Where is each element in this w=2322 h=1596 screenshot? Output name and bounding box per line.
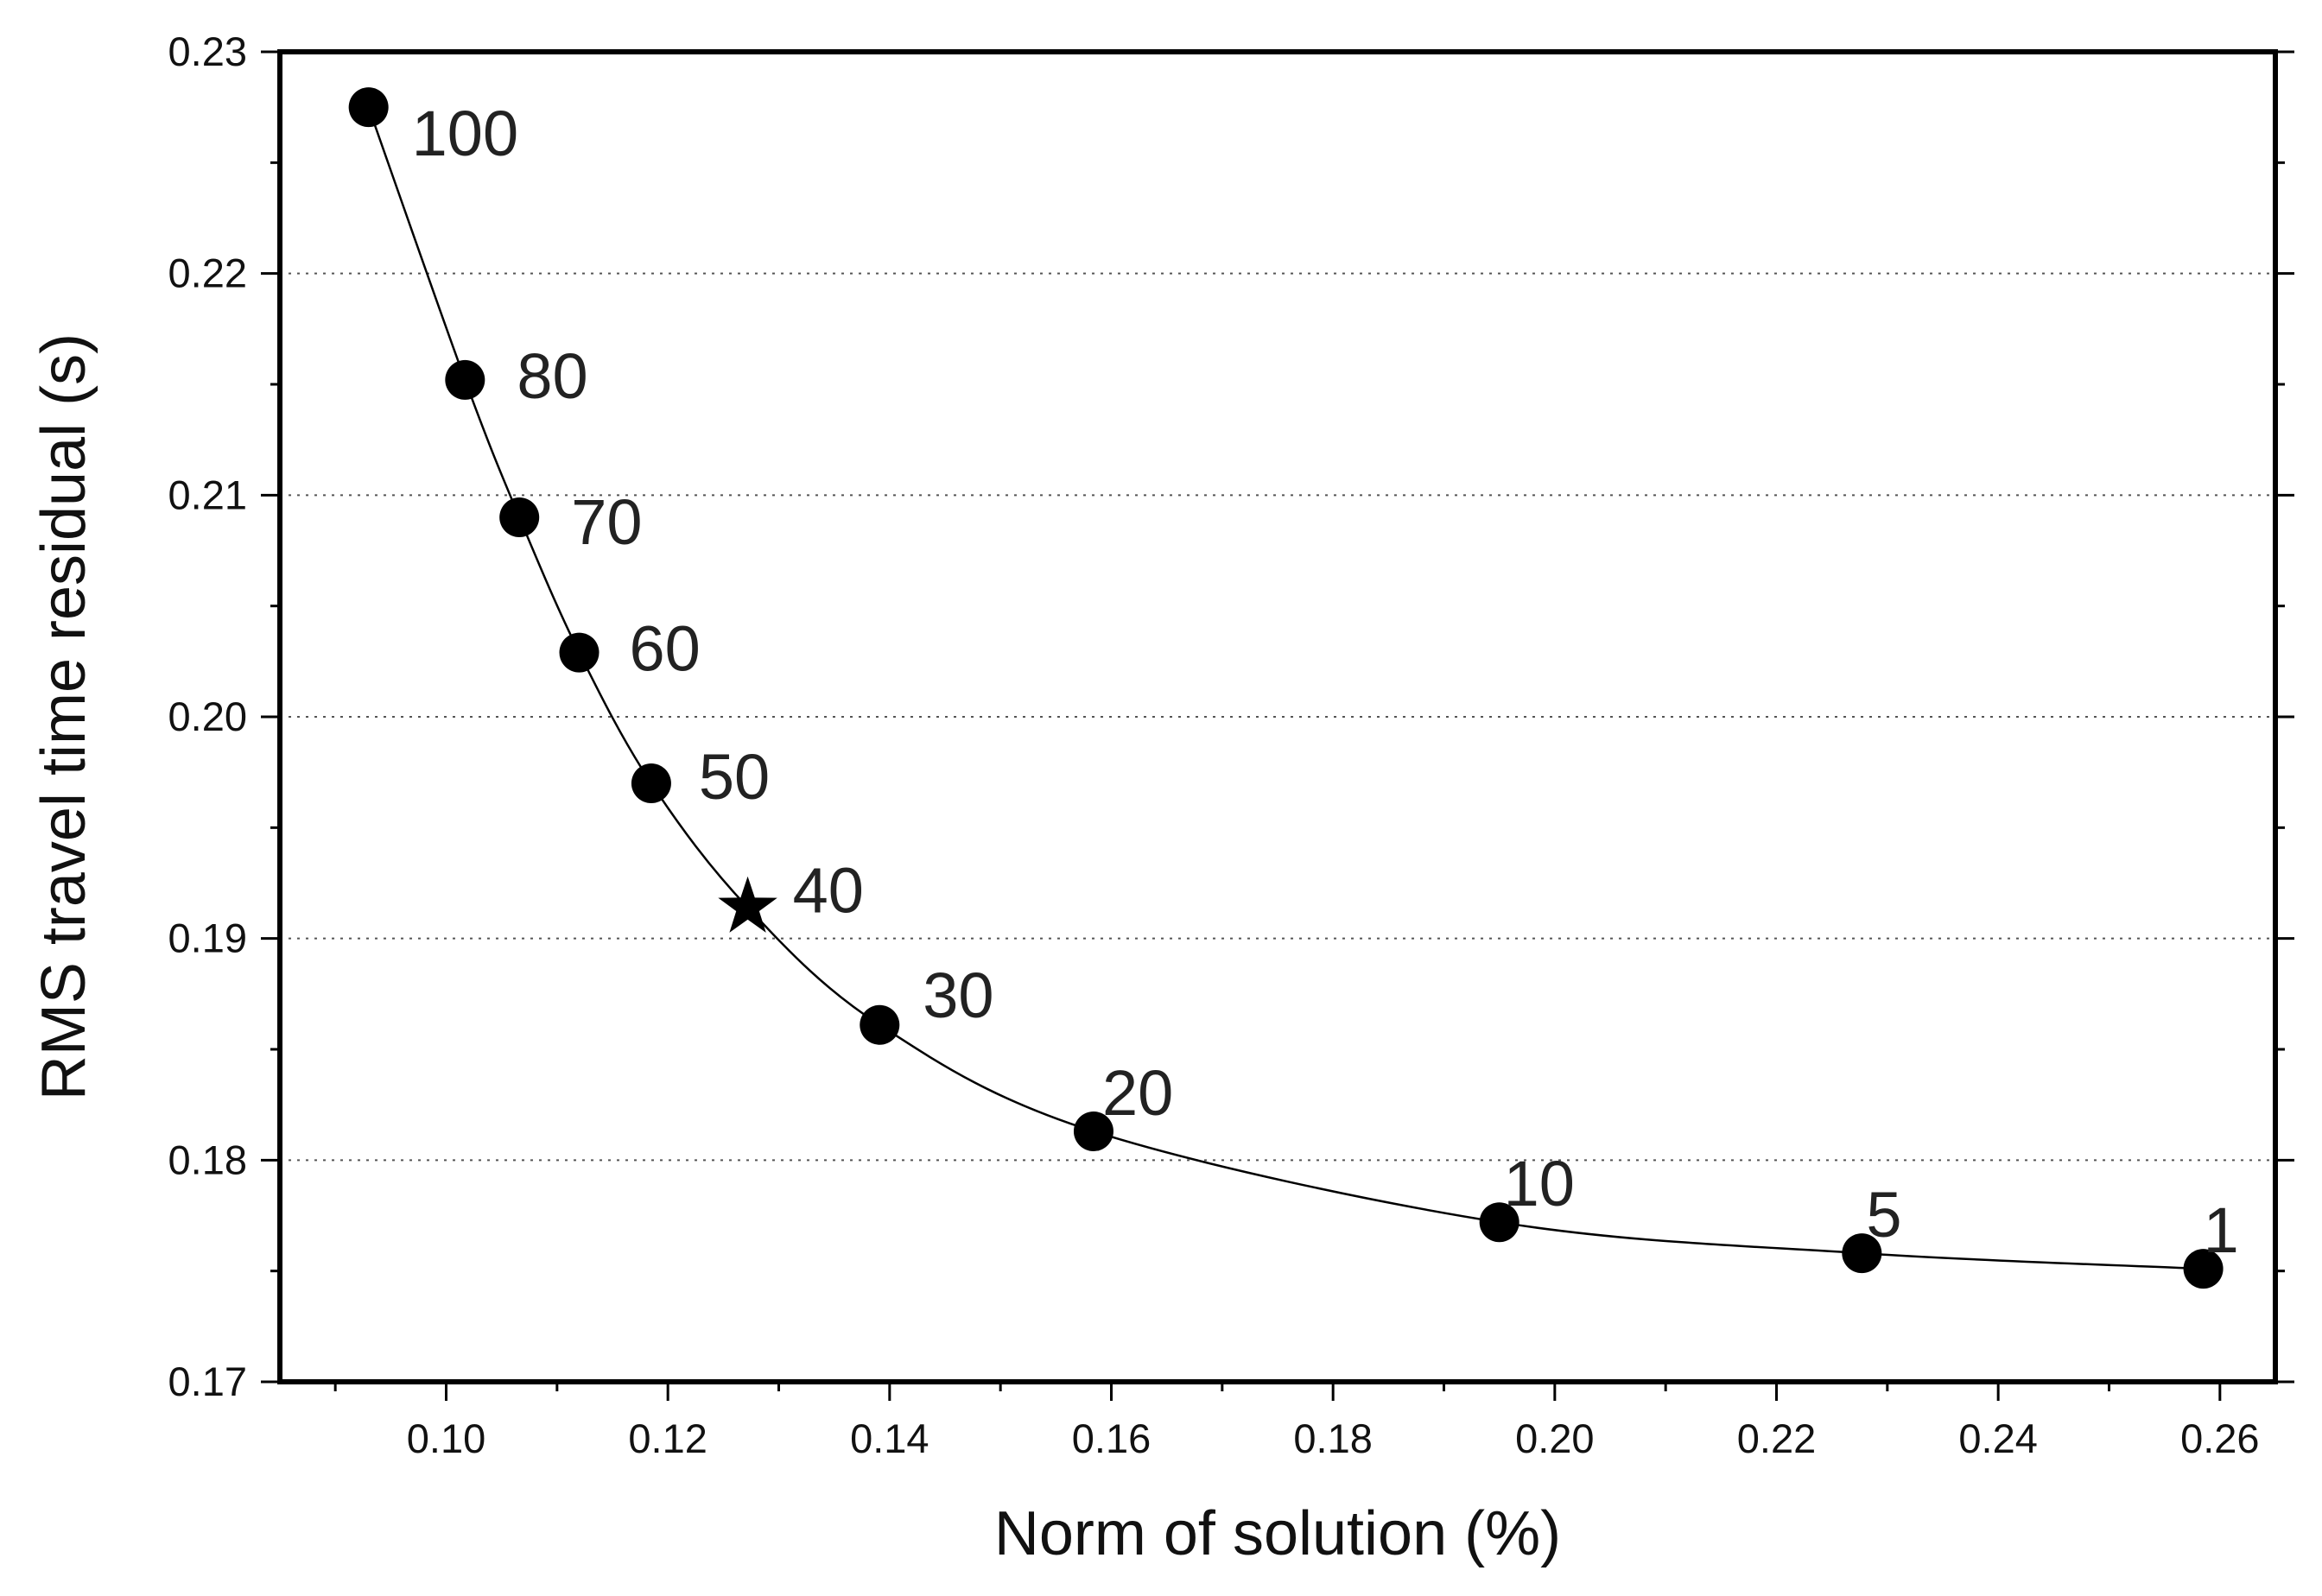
y-tick-label: 0.18 bbox=[168, 1137, 247, 1182]
point-marker-star bbox=[718, 876, 777, 933]
point-marker bbox=[2183, 1249, 2224, 1289]
point-marker bbox=[499, 497, 540, 537]
point-marker bbox=[1842, 1233, 1882, 1274]
x-tick-label: 0.24 bbox=[1958, 1416, 2037, 1461]
x-tick-label: 0.20 bbox=[1515, 1416, 1594, 1461]
y-tick-label: 0.19 bbox=[168, 915, 247, 961]
x-axis-title: Norm of solution (%) bbox=[994, 1499, 1561, 1568]
curve-layer bbox=[367, 106, 2204, 1270]
plot-frame bbox=[277, 49, 2278, 1384]
point-marker bbox=[445, 359, 485, 400]
point-label: 70 bbox=[571, 486, 642, 558]
x-tick-label: 0.10 bbox=[407, 1416, 485, 1461]
y-tick-label: 0.21 bbox=[168, 472, 247, 517]
point-label: 1 bbox=[2204, 1194, 2239, 1266]
trade-off-curve bbox=[367, 106, 2204, 1270]
point-marker bbox=[1479, 1202, 1519, 1243]
point-marker bbox=[348, 87, 389, 128]
point-label: 40 bbox=[793, 855, 864, 927]
x-tick-label: 0.18 bbox=[1293, 1416, 1372, 1461]
label-layer: 100 80 70 60 50 40 30 20 10 5 1 bbox=[412, 98, 2239, 1266]
tick-layer: 0.17 0.18 0.19 0.20 0.21 0.22 0.23 0.10 0.12 0.14… bbox=[168, 28, 2294, 1461]
point-marker bbox=[1073, 1111, 1113, 1151]
y-tick-label: 0.23 bbox=[168, 28, 247, 74]
x-tick-label: 0.22 bbox=[1737, 1416, 1816, 1461]
x-tick-label: 0.14 bbox=[850, 1416, 929, 1461]
point-label: 100 bbox=[412, 98, 518, 169]
point-label: 20 bbox=[1102, 1057, 1173, 1129]
x-tick-label: 0.26 bbox=[2180, 1416, 2259, 1461]
point-label: 80 bbox=[517, 340, 587, 412]
point-label: 5 bbox=[1866, 1179, 1901, 1251]
point-marker bbox=[860, 1004, 900, 1045]
y-tick-label: 0.20 bbox=[168, 694, 247, 739]
point-marker bbox=[631, 763, 671, 803]
x-tick-label: 0.16 bbox=[1072, 1416, 1151, 1461]
y-tick-label: 0.17 bbox=[168, 1358, 247, 1404]
point-label: 60 bbox=[630, 613, 701, 685]
point-label: 10 bbox=[1504, 1148, 1575, 1219]
y-tick-label: 0.22 bbox=[168, 250, 247, 296]
point-label: 30 bbox=[923, 960, 993, 1031]
point-label: 50 bbox=[699, 741, 770, 813]
x-tick-label: 0.12 bbox=[628, 1416, 707, 1461]
marker-layer bbox=[348, 87, 2224, 1289]
y-axis-title: RMS travel time residual (s) bbox=[29, 333, 98, 1100]
point-marker bbox=[559, 632, 600, 673]
